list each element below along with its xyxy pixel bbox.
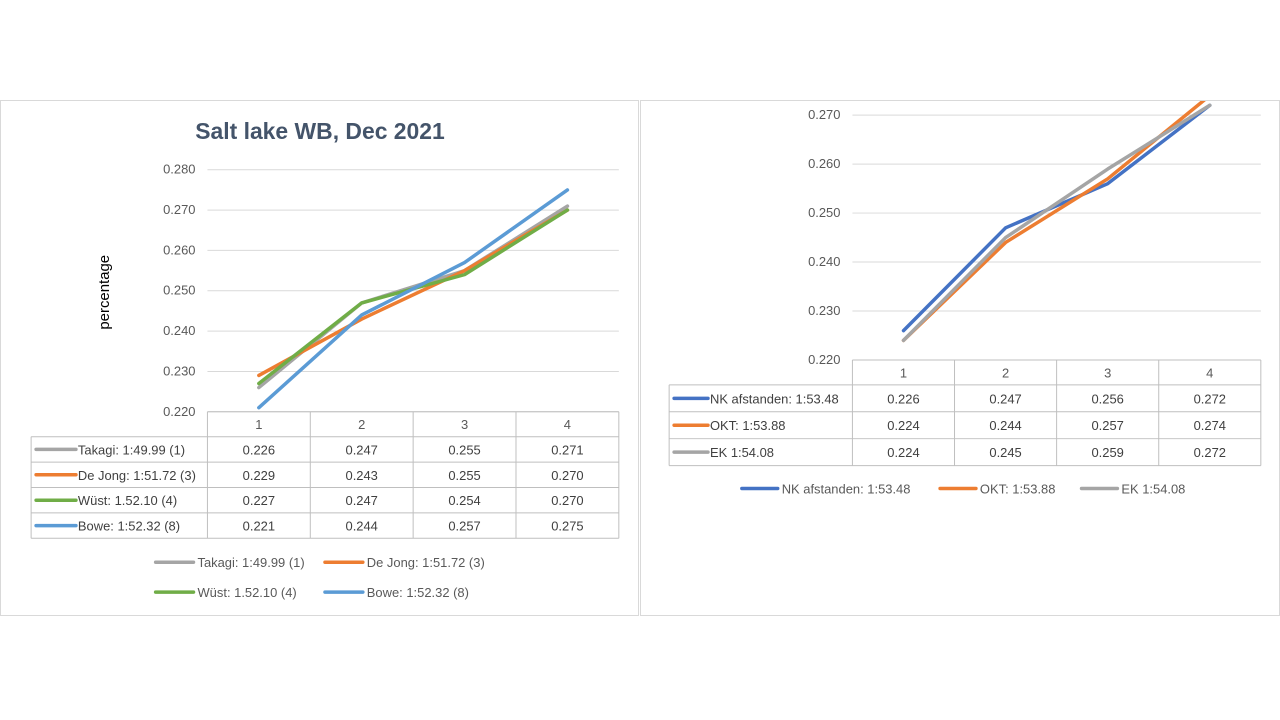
series-line [257,204,570,390]
x-tick-label: 1 [900,365,907,380]
legend-label: OKT: 1:53.88 [980,481,1056,496]
y-tick-label: 0.230 [163,363,195,378]
table-cell-value: 0.224 [887,445,919,460]
chart-salt-lake-svg: Salt lake WB, Dec 2021 percentage 0.220 0.2… [30,118,620,600]
y-tick-label: 0.260 [808,156,840,171]
table-series-name: NK afstanden: 1:53.48 [710,391,839,406]
table-cell-value: 0.226 [243,442,275,457]
legend-label: NK afstanden: 1:53.48 [782,481,911,496]
legend-label: De Jong: 1:51.72 (3) [367,555,485,570]
legend-label: Bowe: 1:52.32 (8) [367,585,469,600]
y-tick-label: 0.250 [808,205,840,220]
y-tick-label: 0.230 [808,303,840,318]
table-cell-value: 0.275 [551,519,583,534]
table-cell-value: 0.272 [1194,445,1226,460]
table-cell-value: 0.247 [346,442,378,457]
series-line [901,103,1212,343]
y-tick-label: 0.220 [163,404,195,419]
x-tick-label: 3 [461,417,468,432]
table-cell-value: 0.229 [243,468,275,483]
table-cell-value: 0.272 [1194,391,1226,406]
table-cell-value: 0.224 [887,418,919,433]
series-line [257,188,570,410]
y-tick-label: 0.260 [163,242,195,257]
table-series-name: OKT: 1:53.88 [710,418,786,433]
table-cell-value: 0.243 [346,468,378,483]
table-cell-value: 0.227 [243,493,275,508]
table-series-name: Wüst: 1.52.10 (4) [78,493,177,508]
table-cell-value: 0.244 [346,519,378,534]
y-tick-label: 0.270 [163,202,195,217]
y-tick-label: 0.270 [808,107,840,122]
table-cell-value: 0.221 [243,519,275,534]
chart-panel-salt-lake: Salt lake WB, Dec 2021 percentage 0.220 0.2… [0,100,639,616]
table-series-name: De Jong: 1:51.72 (3) [78,468,196,483]
table-cell-value: 0.254 [448,493,480,508]
table-cell-value: 0.245 [989,445,1021,460]
table-cell-value: 0.247 [346,493,378,508]
series-line [901,101,1206,343]
x-tick-label: 2 [1002,365,1009,380]
table-cell-value: 0.255 [448,468,480,483]
table-cell-value: 0.226 [887,391,919,406]
table-cell-value: 0.255 [448,442,480,457]
table-series-name: EK 1:54.08 [710,445,774,460]
series-line [901,103,1212,333]
y-tick-label: 0.250 [163,283,195,298]
x-tick-label: 3 [1104,365,1111,380]
table-cell-value: 0.274 [1194,418,1226,433]
chart-thialf-svg: Wüst: 3x Thialf dit seizoen0.2200.2300.2… [668,101,1262,496]
chart-panel-thialf: Wüst: 3x Thialf dit seizoen0.2200.2300.2… [640,100,1280,616]
table-cell-value: 0.247 [989,391,1021,406]
table-series-name: Bowe: 1:52.32 (8) [78,519,180,534]
y-tick-label: 0.280 [163,162,195,177]
x-tick-label: 4 [564,417,571,432]
legend-label: EK 1:54.08 [1121,481,1185,496]
y-tick-label: 0.240 [163,323,195,338]
table-cell-value: 0.256 [1091,391,1123,406]
legend-label: Takagi: 1:49.99 (1) [197,555,304,570]
chart-title: Salt lake WB, Dec 2021 [195,118,445,144]
table-cell-value: 0.270 [551,468,583,483]
table-cell-value: 0.270 [551,493,583,508]
y-axis-label: percentage [96,255,113,330]
table-cell-value: 0.257 [448,519,480,534]
x-tick-label: 4 [1206,365,1213,380]
x-tick-label: 2 [358,417,365,432]
table-cell-value: 0.244 [989,418,1021,433]
x-tick-label: 1 [255,417,262,432]
table-series-name: Takagi: 1:49.99 (1) [78,442,185,457]
table-cell-value: 0.259 [1091,445,1123,460]
y-tick-label: 0.240 [808,254,840,269]
table-cell-value: 0.257 [1091,418,1123,433]
table-cell-value: 0.271 [551,442,583,457]
y-tick-label: 0.220 [808,352,840,367]
legend-label: Wüst: 1.52.10 (4) [197,585,296,600]
